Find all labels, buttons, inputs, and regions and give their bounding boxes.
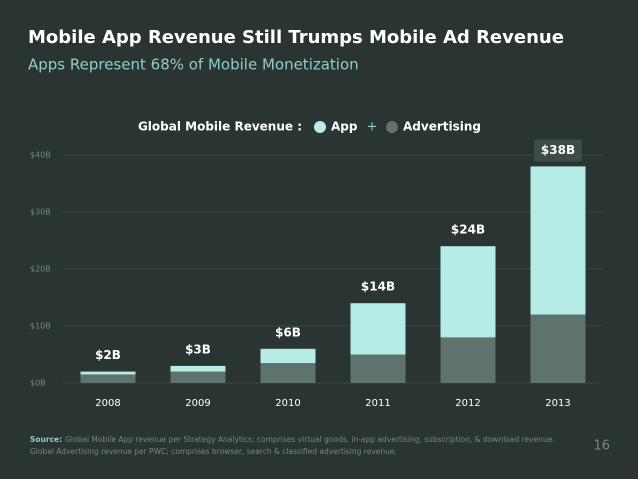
legend-joiner: + bbox=[367, 120, 378, 135]
total-label: $38B bbox=[541, 143, 575, 157]
source-label: Source: bbox=[30, 435, 62, 444]
bar-segment bbox=[80, 374, 136, 383]
total-label: $3B bbox=[185, 342, 211, 356]
y-tick-label: $10B bbox=[30, 322, 51, 331]
bar-segment bbox=[530, 166, 586, 315]
source-line: Global Advertising revenue per PWC; comp… bbox=[30, 447, 397, 456]
chart-subtitle: Apps Represent 68% of Mobile Monetizatio… bbox=[28, 56, 359, 74]
source-line: Global Mobile App revenue per Strategy A… bbox=[65, 435, 555, 444]
bar-segment bbox=[260, 348, 316, 364]
legend-label: App bbox=[331, 120, 358, 134]
x-tick-label: 2011 bbox=[365, 398, 390, 409]
x-tick-label: 2009 bbox=[185, 398, 210, 409]
bar-segment bbox=[530, 314, 586, 383]
legend-swatch bbox=[386, 121, 398, 133]
bar-segment bbox=[80, 371, 136, 375]
bar-segment bbox=[440, 337, 496, 383]
legend-swatch bbox=[314, 121, 326, 133]
label-box bbox=[534, 139, 582, 162]
total-label: $2B bbox=[95, 348, 121, 362]
legend-label: Advertising bbox=[403, 120, 481, 134]
x-tick-label: 2008 bbox=[95, 398, 120, 409]
source-note: Source: Global Mobile App revenue per Str… bbox=[30, 435, 555, 444]
x-tick-label: 2010 bbox=[275, 398, 300, 409]
legend-title: Global Mobile Revenue : bbox=[138, 120, 302, 134]
bar-segment bbox=[170, 365, 226, 372]
bar-segment bbox=[170, 371, 226, 383]
y-tick-label: $40B bbox=[30, 151, 51, 160]
page-number: 16 bbox=[593, 439, 610, 454]
chart-title: Mobile App Revenue Still Trumps Mobile A… bbox=[28, 27, 564, 48]
total-label: $14B bbox=[361, 280, 395, 294]
total-label: $24B bbox=[451, 223, 485, 237]
bar-segment bbox=[350, 354, 406, 383]
y-tick-label: $20B bbox=[30, 265, 51, 274]
y-tick-label: $30B bbox=[30, 208, 51, 217]
total-label: $6B bbox=[275, 325, 301, 339]
x-tick-label: 2013 bbox=[545, 398, 570, 409]
x-tick-label: 2012 bbox=[455, 398, 480, 409]
bar-segment bbox=[440, 246, 496, 338]
y-tick-label: $0B bbox=[30, 379, 46, 388]
bar-segment bbox=[350, 303, 406, 355]
bar-segment bbox=[260, 363, 316, 383]
